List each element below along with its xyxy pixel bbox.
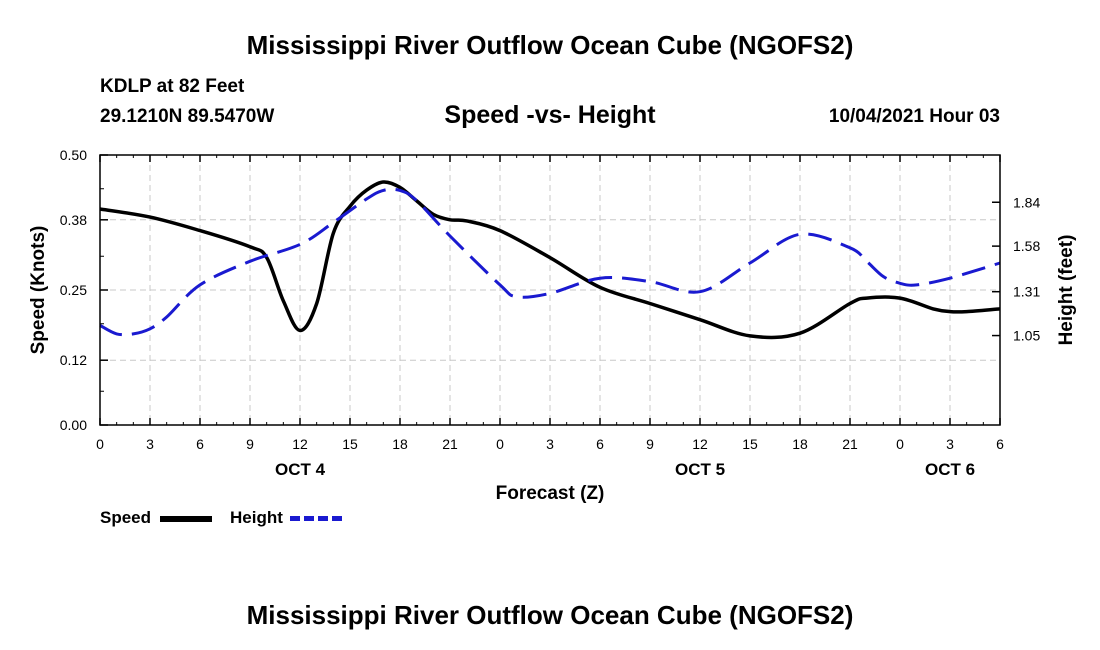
x-axis-title: Forecast (Z) (496, 483, 605, 504)
y-tick-label: 0.12 (60, 352, 87, 368)
grid-layer (100, 155, 1000, 425)
x-tick-label: 9 (246, 436, 254, 452)
legend-height-swatch (290, 516, 342, 521)
x-tick-label: 12 (292, 436, 308, 452)
x-tick-label: 0 (96, 436, 104, 452)
day-label: OCT 5 (675, 460, 725, 479)
x-tick-label: 3 (146, 436, 154, 452)
forecast-datetime: 10/04/2021 Hour 03 (828, 106, 1000, 127)
y-axis-title: Speed (Knots) (28, 226, 49, 355)
y-tick-label: 0.38 (60, 212, 87, 228)
x-tick-label: 6 (196, 436, 204, 452)
series-layer (99, 180, 1001, 340)
x-tick-label: 18 (792, 436, 808, 452)
station-label: KDLP at 82 Feet (100, 76, 245, 97)
x-tick-label: 21 (842, 436, 858, 452)
x-tick-label: 6 (996, 436, 1004, 452)
chart-footer-title: Mississippi River Outflow Ocean Cube (NG… (246, 600, 854, 630)
x-tick-label: 3 (546, 436, 554, 452)
series-speed-line (99, 180, 1001, 340)
y2-tick-label: 1.84 (1013, 194, 1040, 210)
x-tick-label: 21 (442, 436, 458, 452)
y2-tick-label: 1.58 (1013, 238, 1040, 254)
plot-frame (99, 154, 1001, 426)
x-tick-label: 6 (596, 436, 604, 452)
y2-tick-label: 1.05 (1013, 328, 1040, 344)
y-tick-label: 0.00 (60, 417, 87, 433)
x-tick-label: 3 (946, 436, 954, 452)
chart-main-title: Mississippi River Outflow Ocean Cube (NG… (246, 30, 854, 60)
x-tick-label: 0 (896, 436, 904, 452)
x-tick-label: 0 (496, 436, 504, 452)
day-label: OCT 4 (275, 460, 326, 479)
day-label: OCT 6 (925, 460, 975, 479)
legend-speed-swatch (160, 516, 212, 522)
x-tick-label: 18 (392, 436, 408, 452)
y-tick-label: 0.50 (60, 147, 87, 163)
station-coordinates: 29.1210N 89.5470W (100, 106, 275, 127)
x-tick-label: 9 (646, 436, 654, 452)
x-tick-label: 12 (692, 436, 708, 452)
legend-speed-label: Speed (100, 508, 152, 527)
y2-axis-title: Height (feet) (1056, 235, 1077, 346)
series-height-line (99, 187, 1001, 337)
x-tick-label: 15 (742, 436, 758, 452)
y-tick-label: 0.25 (60, 282, 87, 298)
chart-subtitle: Speed -vs- Height (444, 101, 656, 129)
x-tick-label: 15 (342, 436, 358, 452)
legend-height-label: Height (230, 508, 283, 527)
axes-layer: 0 3 6 9 12 15 18 21 0 3 6 9 12 15 18 21 0 3 6 0.00 0.12 0.25 0… (28, 147, 1077, 504)
y2-tick-label: 1.31 (1013, 284, 1040, 300)
